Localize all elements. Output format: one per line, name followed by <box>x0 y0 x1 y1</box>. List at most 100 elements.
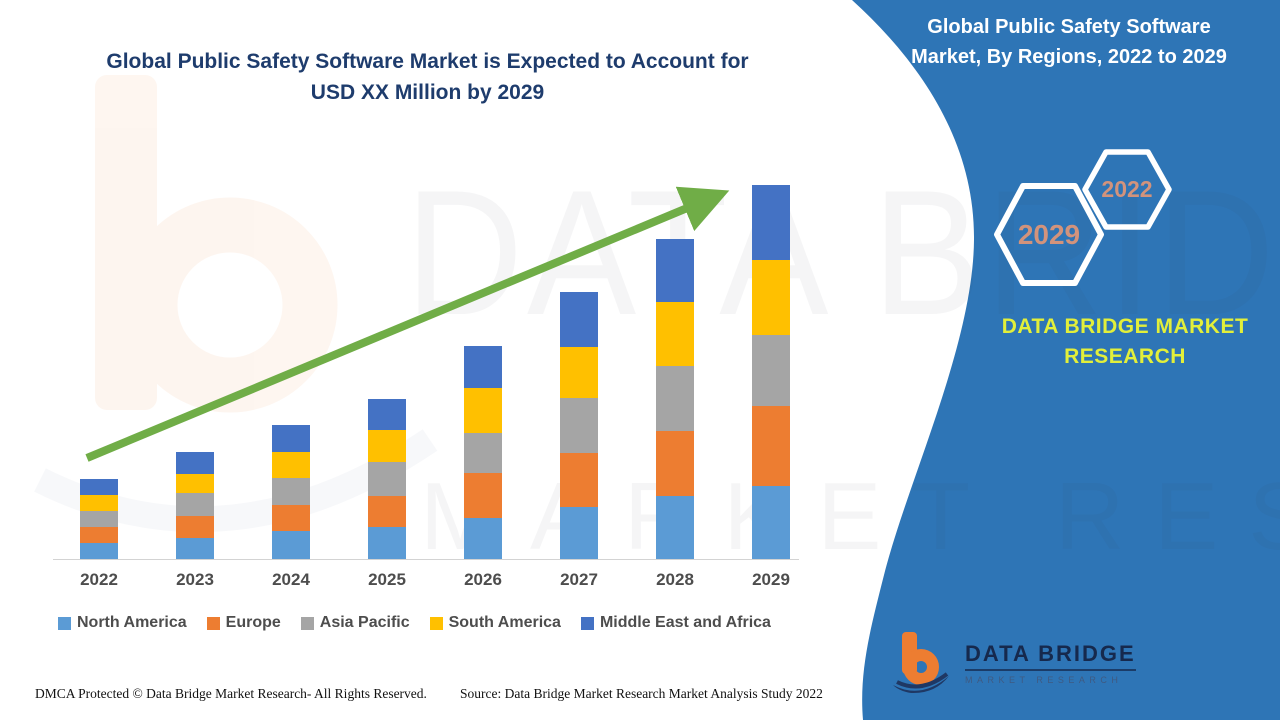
bar-chart <box>55 170 795 559</box>
bar-segment-europe <box>80 527 118 543</box>
bar-segment-europe <box>272 505 310 531</box>
stacked-bar <box>176 452 214 559</box>
bar-segment-south-america <box>272 452 310 478</box>
bar-segment-asia-pacific <box>80 511 118 527</box>
bar-segment-middle-east-and-africa <box>176 452 214 474</box>
bar-segment-europe <box>368 496 406 527</box>
bar-segment-asia-pacific <box>560 398 598 453</box>
bar-segment-north-america <box>560 507 598 559</box>
bar-segment-europe <box>656 431 694 496</box>
bar-segment-middle-east-and-africa <box>368 399 406 430</box>
legend-item-middle-east-and-africa: Middle East and Africa <box>580 614 771 632</box>
bar-segment-north-america <box>80 543 118 559</box>
stacked-bar <box>272 425 310 559</box>
x-axis-label: 2028 <box>656 570 694 589</box>
legend-swatch-icon <box>429 616 443 630</box>
x-axis-labels: 2022 2023 2024 2025 2026 2027 2028 2029 <box>55 570 795 594</box>
bar-segment-middle-east-and-africa <box>272 425 310 452</box>
bar-segment-north-america <box>464 518 502 559</box>
x-axis-line <box>53 559 799 560</box>
legend-label: South America <box>448 614 561 631</box>
bar-segment-europe <box>176 516 214 538</box>
bar-2028 <box>627 239 723 559</box>
chart-title-line1: Global Public Safety Software Market is … <box>106 50 749 73</box>
legend-item-asia-pacific: Asia Pacific <box>300 614 410 632</box>
x-axis-label: 2024 <box>272 570 310 589</box>
footer-dmca: DMCA Protected © Data Bridge Market Rese… <box>35 686 427 701</box>
chart-title-line2: USD XX Million by 2029 <box>310 81 545 104</box>
stacked-bar <box>368 399 406 559</box>
legend-swatch-icon <box>206 616 220 630</box>
legend-item-europe: Europe <box>206 614 281 632</box>
x-axis-label: 2027 <box>560 570 598 589</box>
bar-segment-north-america <box>656 496 694 559</box>
logo-subtitle: MARKET RESEARCH <box>965 675 1123 685</box>
bar-segment-asia-pacific <box>656 366 694 431</box>
bar-2022 <box>51 479 147 559</box>
bar-2027 <box>531 292 627 559</box>
hexagon-2029-badge: 2029 <box>994 183 1104 286</box>
bar-segment-south-america <box>80 495 118 511</box>
bar-segment-asia-pacific <box>272 478 310 505</box>
stacked-bar <box>656 239 694 559</box>
legend-label: North America <box>77 614 187 631</box>
legend-label: Middle East and Africa <box>599 614 771 631</box>
bar-segment-middle-east-and-africa <box>752 185 790 260</box>
footer-source: Source: Data Bridge Market Research Mark… <box>460 686 823 701</box>
bar-2026 <box>435 346 531 559</box>
brand-wordmark: DATA BRIDGE MARKET RESEARCH <box>960 312 1280 372</box>
right-panel-title: Global Public Safety Software Market, By… <box>868 12 1270 72</box>
bar-segment-europe <box>560 453 598 507</box>
x-axis-label: 2022 <box>80 570 118 589</box>
logo-title: DATA BRIDGE <box>965 641 1136 671</box>
bar-segment-north-america <box>176 538 214 559</box>
bar-segment-europe <box>752 406 790 486</box>
legend: North America Europe Asia Pacific South Ame… <box>58 614 828 632</box>
x-axis-label: 2025 <box>368 570 406 589</box>
stacked-bar <box>464 346 502 559</box>
bar-segment-middle-east-and-africa <box>80 479 118 495</box>
bar-2029 <box>723 185 819 559</box>
right-panel-title-line1: Global Public Safety Software <box>927 16 1211 38</box>
bar-segment-asia-pacific <box>752 335 790 406</box>
x-axis-label: 2029 <box>752 570 790 589</box>
chart-title: Global Public Safety Software Market is … <box>55 46 800 108</box>
bar-segment-north-america <box>272 531 310 559</box>
legend-swatch-icon <box>58 616 71 630</box>
bar-segment-middle-east-and-africa <box>656 239 694 302</box>
year-hexagons: 2029 2022 <box>994 149 1172 286</box>
legend-swatch-icon <box>300 616 314 630</box>
bar-2025 <box>339 399 435 559</box>
bar-segment-asia-pacific <box>368 462 406 496</box>
bar-segment-south-america <box>464 388 502 433</box>
stacked-bar <box>752 185 790 559</box>
right-panel-title-line2: Market, By Regions, 2022 to 2029 <box>911 46 1227 68</box>
legend-label: Europe <box>225 614 281 631</box>
bar-segment-south-america <box>368 430 406 462</box>
bar-segment-asia-pacific <box>464 433 502 473</box>
bar-segment-middle-east-and-africa <box>560 292 598 347</box>
bar-segment-middle-east-and-africa <box>464 346 502 388</box>
legend-swatch-icon <box>580 616 594 630</box>
bar-segment-south-america <box>176 474 214 493</box>
x-axis-label: 2023 <box>176 570 214 589</box>
hexagon-2022-badge: 2022 <box>1082 149 1172 230</box>
legend-label: Asia Pacific <box>319 614 410 631</box>
bar-segment-asia-pacific <box>176 493 214 516</box>
logo-text: DATA BRIDGE MARKET RESEARCH <box>965 641 1136 685</box>
legend-item-north-america: North America <box>58 614 187 632</box>
bar-segment-europe <box>464 473 502 518</box>
x-axis-label: 2026 <box>464 570 502 589</box>
hexagon-2022-label: 2022 <box>1101 176 1152 202</box>
stacked-bar <box>80 479 118 559</box>
bar-segment-north-america <box>368 527 406 559</box>
logo-b-icon <box>893 632 949 694</box>
bar-2023 <box>147 452 243 559</box>
stacked-bar <box>560 292 598 559</box>
brand-line1: DATA BRIDGE MARKET <box>1001 315 1249 338</box>
legend-item-south-america: South America <box>429 614 561 632</box>
dbmr-logo: DATA BRIDGE MARKET RESEARCH <box>893 630 1136 696</box>
bar-segment-south-america <box>560 347 598 398</box>
